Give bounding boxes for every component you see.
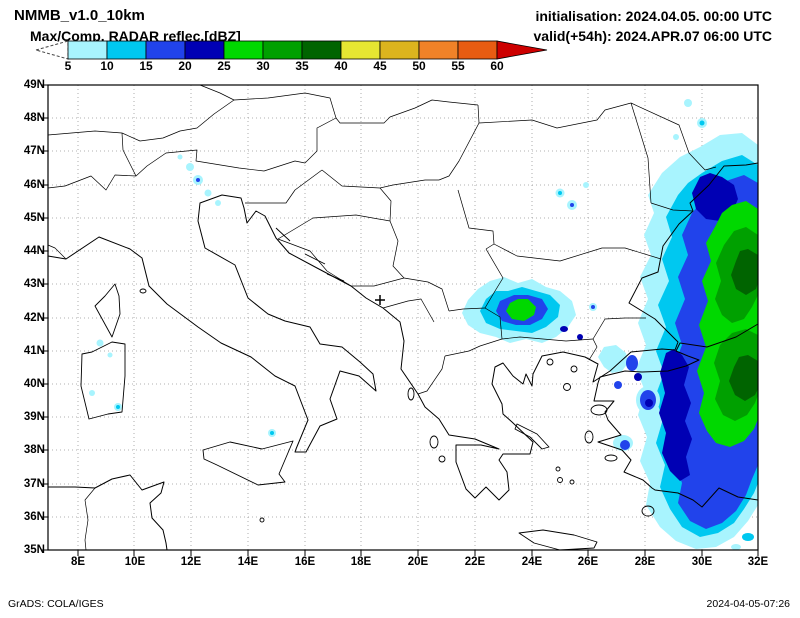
- lon-label: 12E: [180, 556, 202, 568]
- colorbar-seg: [223, 40, 264, 60]
- lat-label: 40N: [23, 378, 45, 390]
- lat-label: 46N: [23, 179, 45, 191]
- colorbar-tick: 50: [412, 59, 426, 73]
- colorbar-seg: [262, 40, 303, 60]
- lon-label: 18E: [350, 556, 372, 568]
- lon-label: 28E: [634, 556, 656, 568]
- lat-label: 49N: [23, 79, 45, 91]
- map-frame: [47, 84, 759, 551]
- lon-label: 26E: [577, 556, 599, 568]
- map-plot: [42, 84, 759, 556]
- colorbar-tick: 5: [64, 59, 72, 73]
- lon-label: 14E: [237, 556, 259, 568]
- model-title: NMMB_v1.0_10km: [14, 7, 145, 24]
- colorbar-tick: 20: [178, 59, 192, 73]
- colorbar-seg: [106, 40, 147, 60]
- lon-label: 16E: [294, 556, 316, 568]
- lon-label: 32E: [747, 556, 769, 568]
- lat-label: 43N: [23, 278, 45, 290]
- valid-time: valid(+54h): 2024.APR.07 06:00 UTC: [533, 28, 773, 44]
- colorbar-seg: [379, 40, 420, 60]
- lat-label: 36N: [23, 511, 45, 523]
- lat-label: 38N: [23, 444, 45, 456]
- axis-ticks: [42, 84, 759, 556]
- lat-label: 45N: [23, 212, 45, 224]
- radar-shading: [89, 99, 758, 550]
- lat-label: 48N: [23, 112, 45, 124]
- lon-label: 22E: [464, 556, 486, 568]
- colorbar-above-max-arrow: [496, 40, 548, 60]
- coastlines: [47, 162, 759, 551]
- colorbar-tick: 60: [490, 59, 504, 73]
- product-title: Max/Comp. RADAR reflec.[dBZ]: [30, 28, 241, 44]
- colorbar-seg: [340, 40, 381, 60]
- lat-label: 39N: [23, 411, 45, 423]
- lat-label: 37N: [23, 478, 45, 490]
- colorbar-tick: 30: [256, 59, 270, 73]
- lon-label: 30E: [691, 556, 713, 568]
- colorbar-seg: [145, 40, 186, 60]
- lat-label: 41N: [23, 345, 45, 357]
- colorbar-tick: 10: [100, 59, 114, 73]
- country-borders: [47, 84, 717, 551]
- colorbar-seg: [67, 40, 108, 60]
- colorbar-tick: 55: [451, 59, 465, 73]
- lat-label: 47N: [23, 145, 45, 157]
- colorbar-tick: 40: [334, 59, 348, 73]
- lat-label: 44N: [23, 245, 45, 257]
- city-marker-cross: [375, 295, 385, 305]
- lat-label: 42N: [23, 312, 45, 324]
- init-time: initialisation: 2024.04.05. 00:00 UTC: [535, 8, 772, 24]
- lon-label: 20E: [407, 556, 429, 568]
- colorbar-tick: 35: [295, 59, 309, 73]
- colorbar-seg: [457, 40, 498, 60]
- lat-label: 35N: [23, 544, 45, 556]
- colorbar-tick: 15: [139, 59, 153, 73]
- lon-label: 24E: [521, 556, 543, 568]
- colorbar-tick: 25: [217, 59, 231, 73]
- lon-label: 10E: [124, 556, 146, 568]
- colorbar-tick: 45: [373, 59, 387, 73]
- colorbar-seg: [418, 40, 459, 60]
- grads-credit: GrADS: COLA/IGES: [8, 598, 104, 610]
- render-timestamp: 2024-04-05-07:26: [706, 598, 790, 610]
- colorbar-seg: [184, 40, 225, 60]
- lon-label: 8E: [70, 556, 86, 568]
- colorbar: [35, 40, 548, 60]
- colorbar-seg: [301, 40, 342, 60]
- colorbar-below-min-arrow: [35, 40, 69, 60]
